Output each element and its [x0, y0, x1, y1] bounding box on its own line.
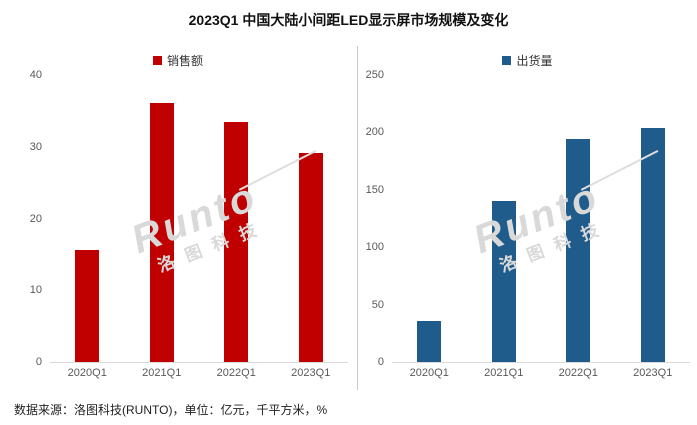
legend-label-shipments: 出货量: [516, 54, 553, 68]
plot-area: 2020Q1 2021Q1 2022Q1 2023Q1 Runto 洛图科技 0 10 2…: [30, 69, 348, 379]
bar-2023Q1: [298, 153, 323, 362]
bar-slot: [125, 75, 200, 362]
bar-slot: [50, 75, 125, 362]
chart-panel-sales: 销售额 2020Q1 2021Q1 2022Q1 2023Q1 Runto 洛图科技 …: [0, 44, 356, 396]
bars: [50, 75, 348, 362]
plot-area: 2020Q1 2021Q1 2022Q1 2023Q1 Runto 洛图科技 0 50 1…: [366, 69, 690, 379]
y-tick-label-30: 30: [29, 140, 42, 153]
x-tick-label-2021Q1: 2021Q1: [484, 367, 524, 379]
bar-2020Q1: [75, 250, 100, 362]
x-tick-label-2023Q1: 2023Q1: [633, 367, 673, 379]
y-tick-label-20: 20: [29, 212, 42, 225]
bar-2023Q1: [640, 127, 665, 362]
y-tick-label-0: 0: [377, 356, 384, 368]
y-tick-label-150: 150: [365, 183, 384, 196]
bar-2021Q1: [149, 102, 174, 362]
bar-slot: [274, 75, 349, 362]
bar-slot: [467, 75, 542, 362]
x-tick-label-2020Q1: 2020Q1: [67, 367, 107, 379]
chart-title: 2023Q1 中国大陆小间距LED显示屏市场规模及变化: [188, 12, 509, 28]
x-tick-label-2023Q1: 2023Q1: [291, 367, 331, 379]
x-tick-label-2022Q1: 2022Q1: [216, 367, 256, 379]
y-tick-label-40: 40: [29, 69, 42, 81]
bar-slot: [199, 75, 274, 362]
bar-slot: [541, 75, 616, 362]
bar-2022Q1: [566, 139, 591, 362]
bar-2020Q1: [417, 320, 442, 362]
bar-slot: [616, 75, 691, 362]
y-tick-label-50: 50: [371, 298, 384, 311]
x-axis: 2020Q1 2021Q1 2022Q1 2023Q1: [50, 367, 348, 379]
chart-panel-shipments: 出货量 2020Q1 2021Q1 2022Q1 2023Q1 Runto 洛图科技 …: [358, 44, 697, 396]
legend-marker-sales: [152, 56, 162, 65]
y-tick-label-200: 200: [365, 126, 384, 139]
x-axis: 2020Q1 2021Q1 2022Q1 2023Q1: [392, 367, 690, 379]
bar-slot: [392, 75, 467, 362]
y-tick-label-100: 100: [365, 241, 384, 254]
bar-2021Q1: [491, 201, 516, 362]
legend-label-sales: 销售额: [166, 54, 203, 68]
x-tick-label-2021Q1: 2021Q1: [142, 367, 182, 379]
x-tick-label-2022Q1: 2022Q1: [558, 367, 598, 379]
y-tick-label-250: 250: [365, 69, 384, 81]
y-tick-label-10: 10: [29, 284, 42, 297]
legend-marker-shipments: [502, 56, 512, 65]
data-source-note: 数据来源：洛图科技(RUNTO)，单位：亿元，千平方米，%: [14, 403, 328, 417]
bar-2022Q1: [224, 122, 249, 362]
panel-divider-line: [357, 46, 358, 390]
y-tick-label-0: 0: [35, 356, 42, 368]
legend-sales: 销售额: [0, 52, 356, 69]
legend-shipments: 出货量: [358, 52, 697, 69]
x-tick-label-2020Q1: 2020Q1: [409, 367, 449, 379]
bars: [392, 75, 690, 362]
